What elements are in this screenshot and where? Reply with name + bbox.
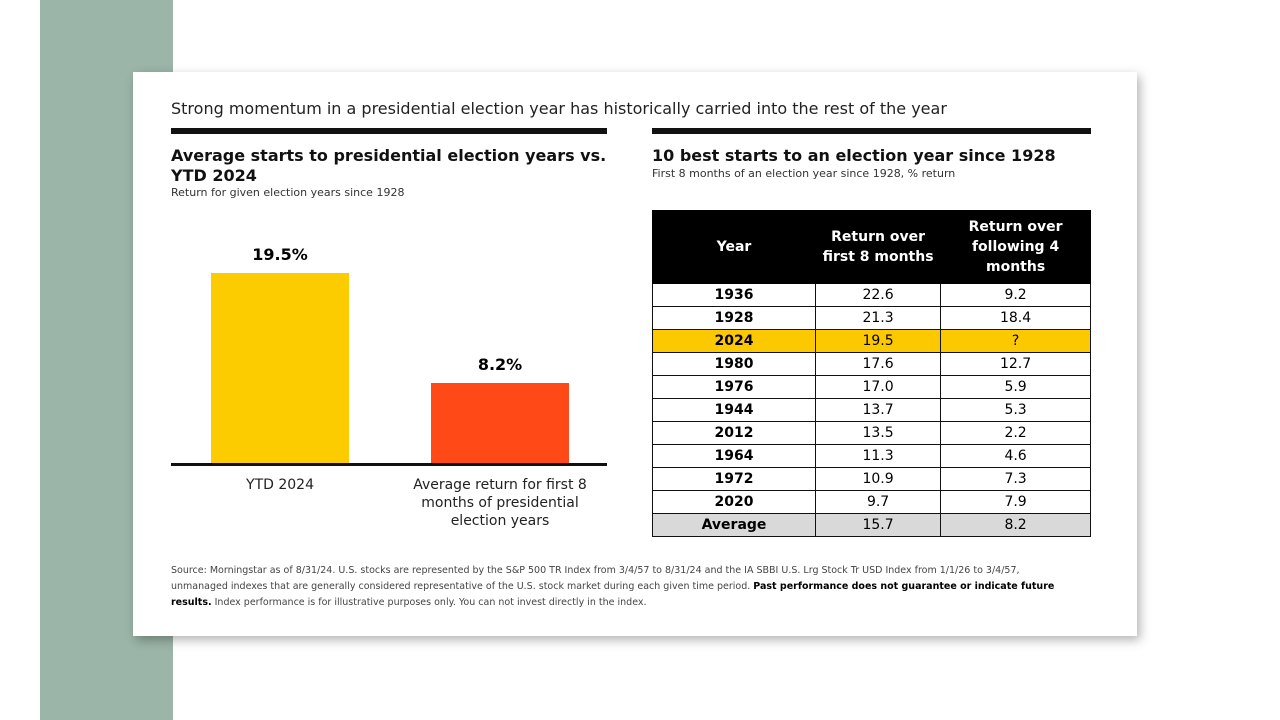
table-cell: 1964 <box>652 444 816 468</box>
header-first-8: Return over first 8 months <box>814 210 942 284</box>
table-subtitle: First 8 months of an election year since… <box>652 167 956 180</box>
table-cell: 1976 <box>652 375 816 399</box>
table-cell: 1944 <box>652 398 816 422</box>
table-cell: 2.2 <box>940 421 1091 445</box>
header-year: Year <box>652 210 816 284</box>
table-cell: Average <box>652 513 816 537</box>
returns-table: Year Return over first 8 months Return o… <box>652 210 1091 537</box>
table-row: 2024 19.5? <box>652 329 1091 353</box>
table-cell: 21.3 <box>814 306 942 330</box>
table-cell: 2020 <box>652 490 816 514</box>
slide-card: Strong momentum in a presidential electi… <box>133 72 1137 636</box>
table-cell: 13.5 <box>814 421 942 445</box>
source-note: Source: Morningstar as of 8/31/24. U.S. … <box>171 563 1071 611</box>
table-cell: 2024 <box>652 329 816 353</box>
category-label: Average return for first 8 months of pre… <box>413 477 587 529</box>
table-cell: ? <box>940 329 1091 353</box>
table-cell: 5.3 <box>940 398 1091 422</box>
table-cell: 4.6 <box>940 444 1091 468</box>
chart-title: Average starts to presidential election … <box>171 146 607 185</box>
divider-right <box>652 128 1091 134</box>
table-cell: 5.9 <box>940 375 1091 399</box>
table-row: 2012 13.5 2.2 <box>652 421 1091 445</box>
table-row: 1944 13.7 5.3 <box>652 398 1091 422</box>
table-cell: 17.0 <box>814 375 942 399</box>
table-cell: 17.6 <box>814 352 942 376</box>
table-row: 1936 22.6 9.2 <box>652 283 1091 307</box>
table-row: 1964 11.3 4.6 <box>652 444 1091 468</box>
category-label: YTD 2024 <box>246 477 314 493</box>
table-cell: 15.7 <box>814 513 942 537</box>
table-cell: 18.4 <box>940 306 1091 330</box>
table-cell: 12.7 <box>940 352 1091 376</box>
data-label: 8.2% <box>477 355 523 375</box>
table-cell: 11.3 <box>814 444 942 468</box>
bar-0 <box>211 273 349 463</box>
table-cell: 1972 <box>652 467 816 491</box>
source-text-end: Index performance is for illustrative pu… <box>211 597 647 608</box>
source-text: Source: Morningstar as of 8/31/24. U.S. … <box>171 565 1020 592</box>
table-row: 1976 17.0 5.9 <box>652 375 1091 399</box>
table-row: 1980 17.6 12.7 <box>652 352 1091 376</box>
table-cell: 8.2 <box>940 513 1091 537</box>
divider-left <box>171 128 607 134</box>
disclaimer-bold: Past performance does not guarantee or i… <box>171 581 1055 608</box>
table-row: Average 15.7 8.2 <box>652 513 1091 537</box>
table-row: 2020 9.7 7.9 <box>652 490 1091 514</box>
table-cell: 19.5 <box>814 329 942 353</box>
table-title: 10 best starts to an election year since… <box>652 146 1056 165</box>
table-cell: 22.6 <box>814 283 942 307</box>
table-cell: 7.3 <box>940 467 1091 491</box>
table-cell: 9.7 <box>814 490 942 514</box>
table-row: 1928 21.3 18.4 <box>652 306 1091 330</box>
table-cell: 2012 <box>652 421 816 445</box>
data-label: 19.5% <box>252 245 308 264</box>
table-cell: 13.7 <box>814 398 942 422</box>
table-cell: 10.9 <box>814 467 942 491</box>
bar-1 <box>431 383 569 463</box>
table-cell: 1980 <box>652 352 816 376</box>
chart-subtitle: Return for given election years since 19… <box>171 186 405 199</box>
table-cell: 1928 <box>652 306 816 330</box>
table-cell: 1936 <box>652 283 816 307</box>
slide-title: Strong momentum in a presidential electi… <box>171 99 947 118</box>
table-cell: 7.9 <box>940 490 1091 514</box>
table-cell: 9.2 <box>940 283 1091 307</box>
x-axis <box>171 463 607 466</box>
table-row: 1972 10.9 7.3 <box>652 467 1091 491</box>
header-following-4: Return over following 4 months <box>940 210 1091 284</box>
